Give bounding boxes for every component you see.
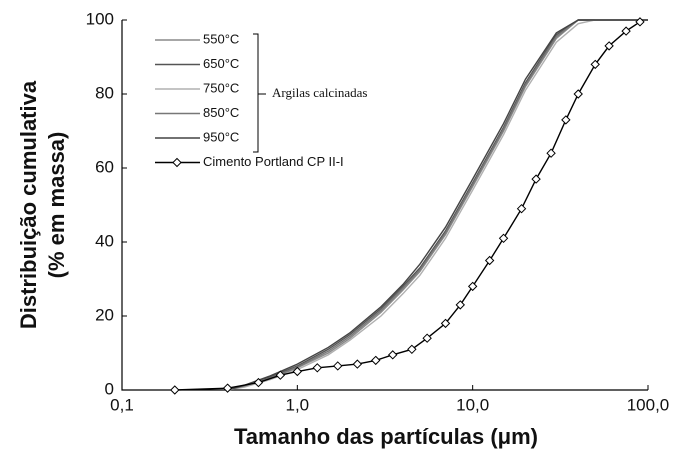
point-marker <box>561 115 571 125</box>
legend-label: 650°C <box>203 56 239 71</box>
plot-frame <box>121 20 648 391</box>
x-axis-label: Tamanho das partículas (μm) <box>234 424 538 449</box>
point-marker <box>604 41 614 51</box>
point-marker <box>531 174 541 184</box>
y-axis-label: (% em massa) <box>44 132 69 279</box>
point-marker <box>467 281 478 292</box>
point-marker <box>573 89 583 99</box>
point-marker <box>590 59 600 70</box>
point-marker <box>333 361 343 371</box>
legend-label: 850°C <box>203 105 239 120</box>
point-marker <box>292 366 303 377</box>
point-marker <box>170 385 180 395</box>
y-tick-label: 20 <box>95 305 114 324</box>
legend-label: Cimento Portland CP II-I <box>203 154 344 169</box>
series-line <box>227 19 648 391</box>
point-marker <box>621 26 631 36</box>
series-line <box>174 21 641 391</box>
series-line <box>227 19 648 391</box>
y-axis-label: Distribuição cumulativa <box>16 80 41 329</box>
x-tick-label: 10,0 <box>456 395 489 414</box>
point-marker <box>352 359 363 369</box>
y-tick-label: 80 <box>95 83 114 102</box>
point-marker <box>516 203 527 214</box>
y-tick-label: 0 <box>105 379 114 398</box>
legend-marker <box>172 157 182 168</box>
point-marker <box>635 17 645 27</box>
point-marker <box>484 255 495 266</box>
point-marker <box>498 233 509 244</box>
x-tick-label: 0,1 <box>110 395 134 414</box>
point-marker <box>275 370 286 380</box>
point-marker <box>253 377 264 388</box>
point-marker <box>440 318 451 329</box>
point-marker <box>388 350 398 360</box>
y-tick-label: 100 <box>86 9 114 28</box>
y-tick-label: 40 <box>95 231 114 250</box>
point-marker <box>222 383 233 393</box>
y-tick-label: 60 <box>95 157 114 176</box>
legend-label: 550°C <box>203 31 239 46</box>
point-marker <box>455 300 465 310</box>
x-tick-label: 1,0 <box>286 395 310 414</box>
legend-group-label: Argilas calcinadas <box>272 85 367 100</box>
point-marker <box>407 344 417 355</box>
legend-bracket <box>253 33 266 153</box>
point-marker <box>312 363 323 373</box>
legend-label: 750°C <box>203 80 239 95</box>
series-line <box>227 19 648 391</box>
series-line <box>227 19 648 391</box>
point-marker <box>371 355 381 366</box>
series-line <box>227 19 648 391</box>
legend-label: 950°C <box>203 129 239 144</box>
x-tick-label: 100,0 <box>627 395 670 414</box>
point-marker <box>422 333 432 343</box>
point-marker <box>546 148 556 158</box>
